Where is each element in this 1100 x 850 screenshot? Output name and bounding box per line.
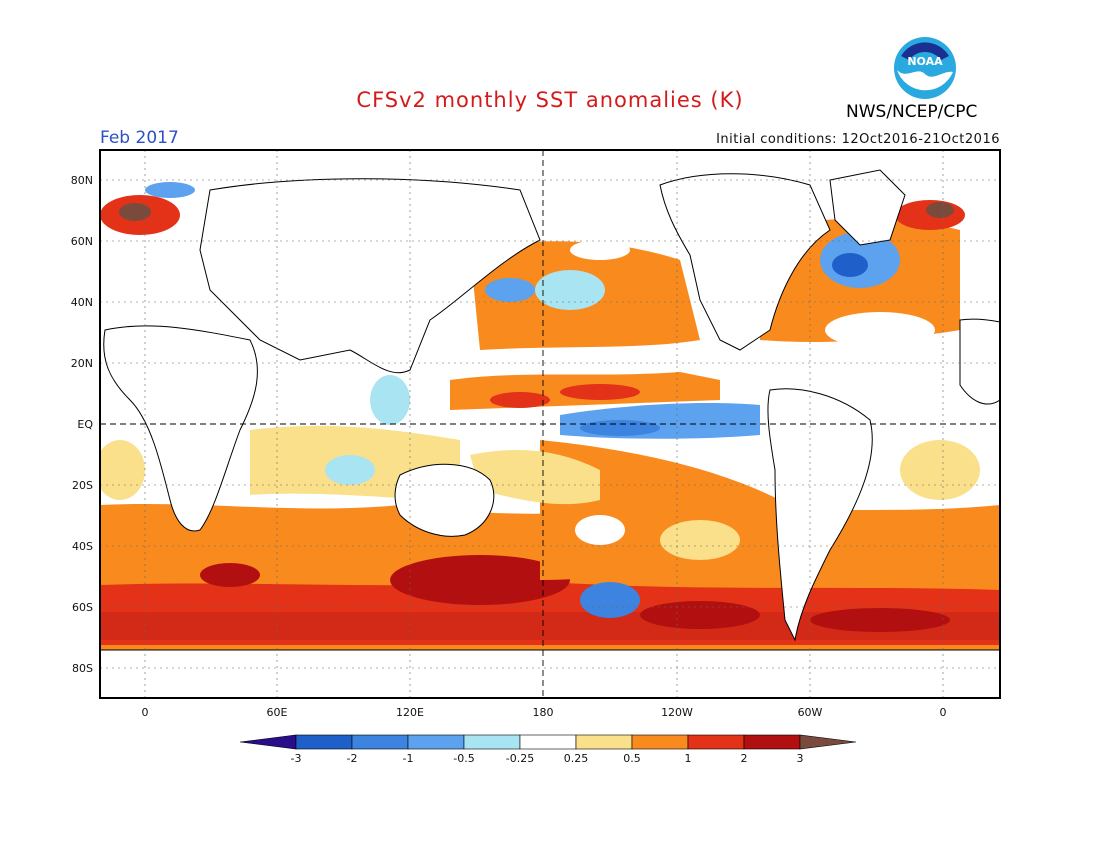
colorbar-segment: [407, 734, 465, 750]
colorbar-segment: [575, 734, 633, 750]
org-label: NWS/NCEP/CPC: [846, 102, 978, 122]
lat-label-60s: 60S: [72, 601, 93, 614]
colorbar-label: -0.25: [505, 752, 535, 765]
colorbar-segment: [295, 734, 353, 750]
colorbar-label: 2: [740, 752, 748, 765]
colorbar-high-arrow: [799, 734, 857, 750]
colorbar-segment: [351, 734, 409, 750]
lat-label-40s: 40S: [72, 540, 93, 553]
lon-label-0-right: 0: [940, 706, 947, 719]
colorbar-label: -2: [346, 752, 358, 765]
lon-label-180: 180: [533, 706, 554, 719]
colorbar-low-arrow: [239, 734, 297, 750]
svg-text:NOAA: NOAA: [907, 55, 943, 68]
lat-label-80n: 80N: [71, 174, 93, 187]
colorbar-label: 0.5: [623, 752, 641, 765]
colorbar-segment: [519, 734, 577, 750]
lat-label-40n: 40N: [71, 296, 93, 309]
lon-label-0: 0: [142, 706, 149, 719]
southern-ocean-deep: [100, 612, 1000, 640]
lon-label-120e: 120E: [396, 706, 424, 719]
lat-label-60n: 60N: [71, 235, 93, 248]
page-title: CFSv2 monthly SST anomalies (K): [356, 88, 744, 112]
lat-label-eq: EQ: [77, 418, 93, 431]
forecast-period: Feb 2017: [100, 128, 179, 148]
colorbar-label: -1: [402, 752, 414, 765]
map-frame: [99, 149, 1001, 699]
colorbar-label: -3: [290, 752, 302, 765]
colorbar: [239, 734, 857, 750]
lat-label-20s: 20S: [72, 479, 93, 492]
colorbar-segment: [631, 734, 689, 750]
colorbar-label: 3: [796, 752, 804, 765]
lon-label-60w: 60W: [798, 706, 823, 719]
initial-conditions: Initial conditions: 12Oct2016-21Oct2016: [716, 132, 1000, 147]
colorbar-label: -0.5: [453, 752, 475, 765]
colorbar-segment: [687, 734, 745, 750]
lon-label-120w: 120W: [661, 706, 693, 719]
noaa-logo: NOAA: [894, 37, 956, 99]
lat-label-80s: 80S: [72, 662, 93, 675]
colorbar-segment: [463, 734, 521, 750]
lat-label-20n: 20N: [71, 357, 93, 370]
colorbar-label: 1: [684, 752, 692, 765]
colorbar-segment: [743, 734, 801, 750]
lon-label-60e: 60E: [267, 706, 288, 719]
colorbar-label: 0.25: [563, 752, 589, 765]
